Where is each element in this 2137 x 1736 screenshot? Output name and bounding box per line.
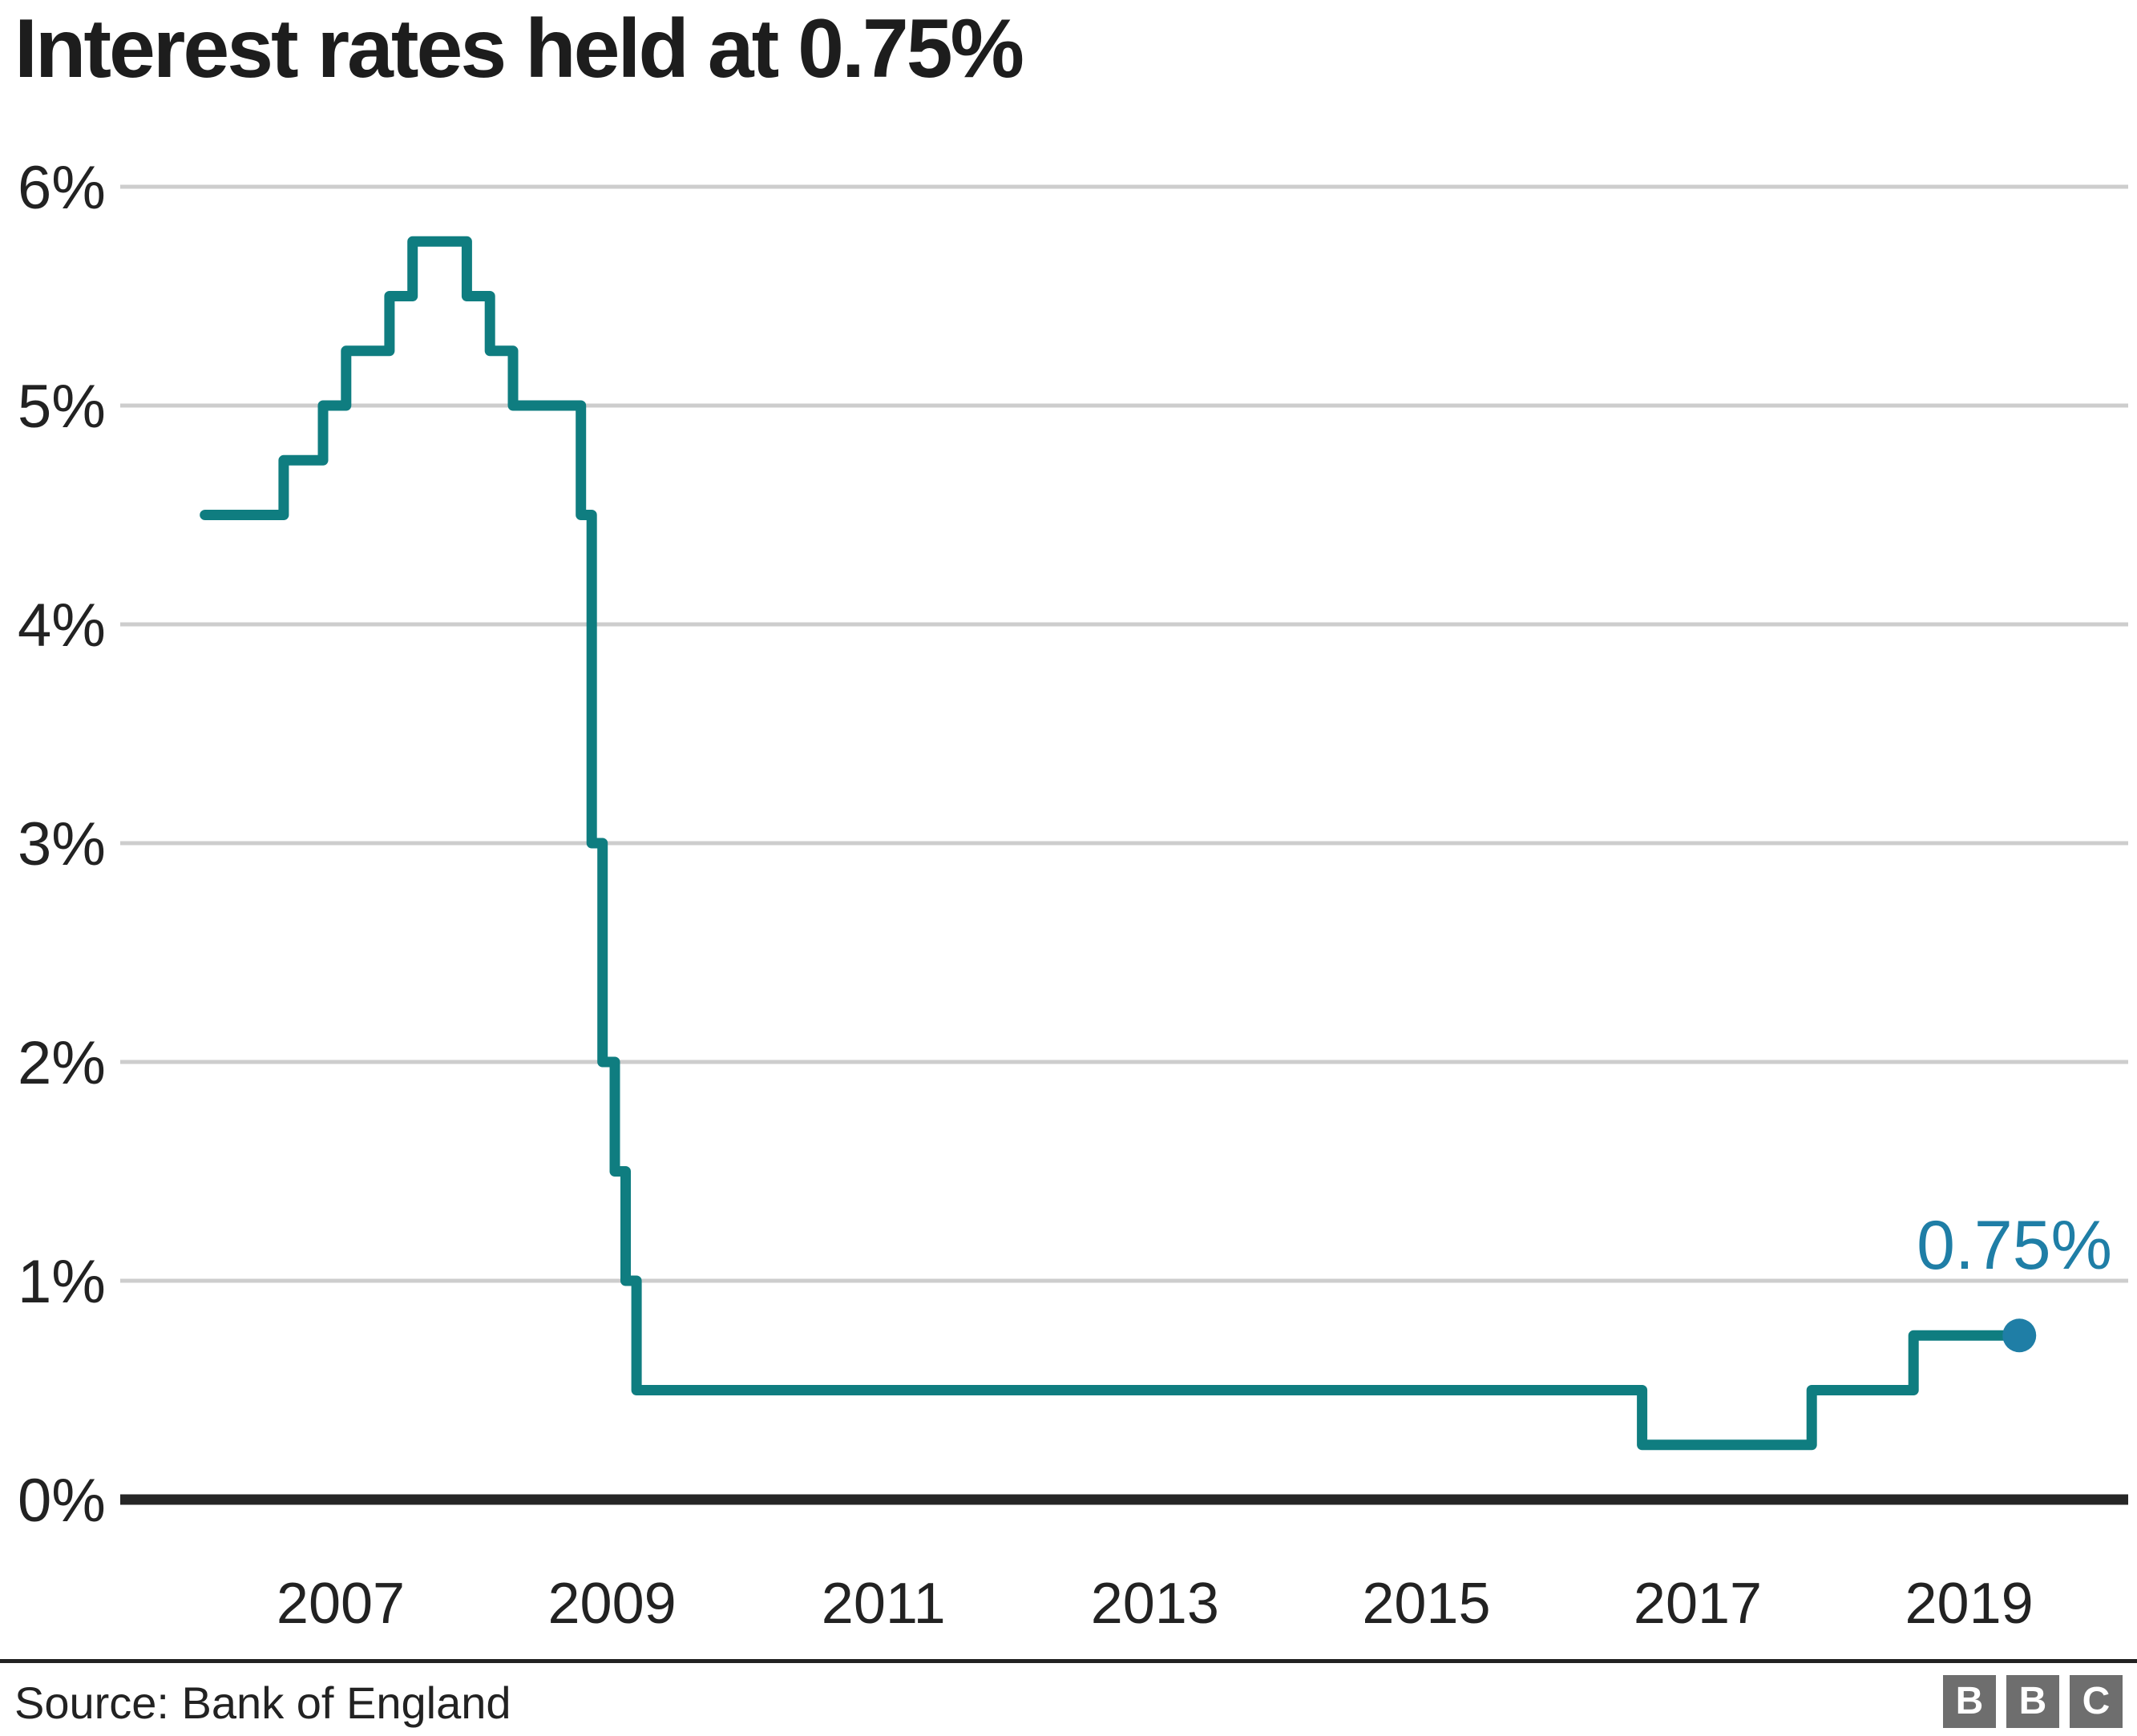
x-axis-label-2015: 2015 <box>1362 1572 1490 1636</box>
y-axis-label-0pct: 0% <box>18 1467 106 1535</box>
y-axis-label-5pct: 5% <box>18 373 106 441</box>
y-axis-label-2pct: 2% <box>18 1029 106 1097</box>
footer-divider <box>0 1659 2137 1663</box>
x-axis-label-2007: 2007 <box>277 1572 405 1636</box>
x-axis-label-2009: 2009 <box>548 1572 677 1636</box>
page-title: Interest rates held at 0.75% <box>14 2 1024 95</box>
x-axis-label-2013: 2013 <box>1091 1572 1219 1636</box>
y-axis-label-6pct: 6% <box>18 154 106 222</box>
bbc-logo: B B C <box>1943 1675 2123 1728</box>
x-axis-label-2019: 2019 <box>1905 1572 2034 1636</box>
source-label: Source: Bank of England <box>14 1677 511 1728</box>
bbc-logo-block-b1: B <box>1943 1675 1996 1728</box>
y-axis-label-4pct: 4% <box>18 591 106 660</box>
x-axis-label-2017: 2017 <box>1634 1572 1762 1636</box>
bbc-logo-block-c: C <box>2070 1675 2123 1728</box>
y-axis-label-3pct: 3% <box>18 810 106 878</box>
bbc-logo-block-b2: B <box>2006 1675 2059 1728</box>
end-point-dot <box>2002 1318 2037 1353</box>
rate-step-line <box>200 236 2025 1451</box>
x-axis-label-2011: 2011 <box>822 1572 946 1636</box>
end-value-annotation: 0.75% <box>1917 1207 2112 1284</box>
y-axis-label-1pct: 1% <box>18 1248 106 1316</box>
